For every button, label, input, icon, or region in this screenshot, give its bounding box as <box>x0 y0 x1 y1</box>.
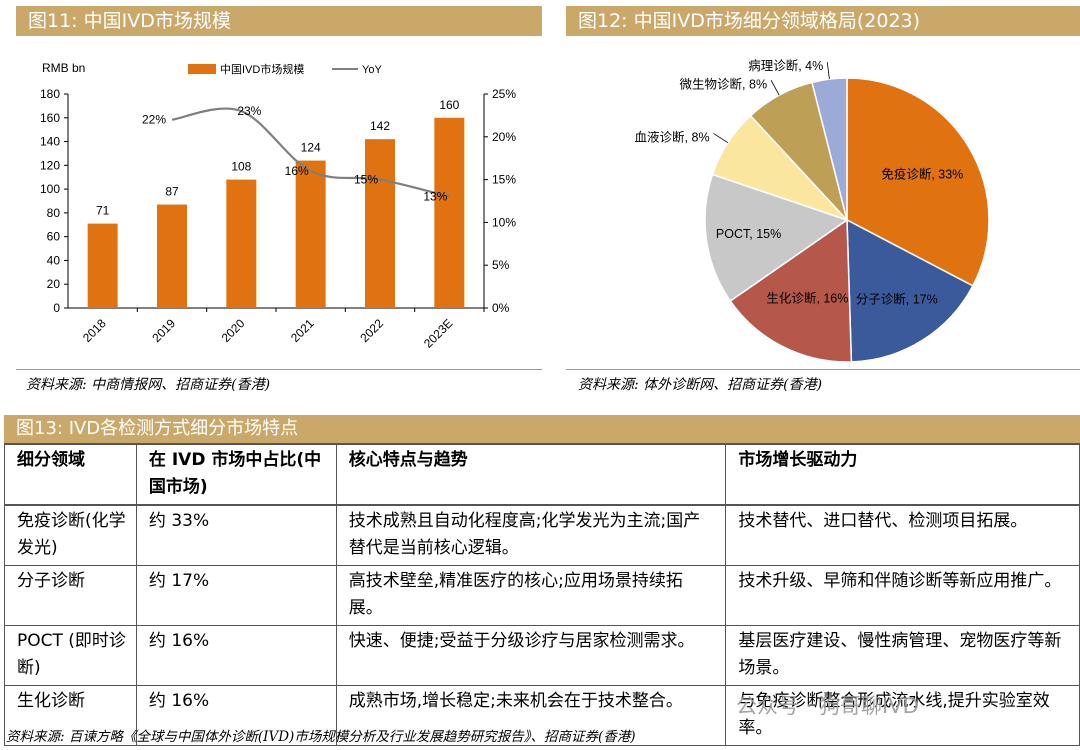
cell-features: 技术成熟且自动化程度高;化学发光为主流;国产替代是当前核心逻辑。 <box>335 504 727 566</box>
yoy-value-label: 15% <box>354 173 378 187</box>
yoy-value-label: 23% <box>237 104 261 118</box>
fig13-source: 资料来源: 百谏方略《全球与中国体外诊断(IVD)市场规模分析及行业发展趋势研究… <box>6 729 636 745</box>
y2-tick-label: 15% <box>492 173 516 187</box>
x-tick-label: 2019 <box>149 316 178 345</box>
yoy-value-label: 22% <box>142 113 166 127</box>
header-segment: 细分领域 <box>4 443 137 506</box>
cell-share: 约 33% <box>135 504 337 566</box>
pie-slice-label: 免疫诊断, 33% <box>881 166 963 181</box>
bar-value-label: 87 <box>165 185 179 199</box>
x-tick-label: 2021 <box>288 316 317 345</box>
segment-characteristics-table: 细分领域 在 IVD 市场中占比(中国市场) 核心特点与趋势 市场增长驱动力 免… <box>4 443 1080 746</box>
cell-features: 快速、便捷;受益于分级诊疗与居家检测需求。 <box>335 625 727 686</box>
watermark-text: 公众号 · 狗哥聊IVD <box>736 694 919 718</box>
y2-tick-label: 25% <box>492 87 516 101</box>
y-tick-label: 160 <box>40 111 60 125</box>
cell-drivers: 基层医疗建设、慢性病管理、宠物医疗等新场景。 <box>725 625 1080 686</box>
bar <box>365 139 395 308</box>
y-tick-label: 120 <box>40 158 60 172</box>
pie-leader-line <box>713 133 729 144</box>
fig11-title: 图11: 中国IVD市场规模 <box>16 6 542 36</box>
cell-drivers: 技术升级、早筛和伴随诊断等新应用推广。 <box>725 565 1080 626</box>
bar <box>434 117 465 309</box>
cell-segment: POCT (即时诊断) <box>4 625 137 686</box>
bar-value-label: 160 <box>439 98 459 112</box>
y2-tick-label: 0% <box>492 301 510 315</box>
bar <box>87 223 118 308</box>
x-tick-label: 2022 <box>357 316 386 345</box>
cell-share: 约 16% <box>135 685 337 746</box>
cell-segment: 分子诊断 <box>4 565 137 626</box>
table-header-row: 细分领域 在 IVD 市场中占比(中国市场) 核心特点与趋势 市场增长驱动力 <box>4 443 1080 506</box>
cell-drivers: 与免疫诊断整合形成流水线,提升实验室效率。 <box>725 685 1080 746</box>
pie-leader-line <box>770 80 780 96</box>
cell-segment: 免疫诊断(化学发光) <box>4 504 137 566</box>
cell-drivers: 技术替代、进口替代、检测项目拓展。 <box>725 504 1080 566</box>
fig13-title: 图13: IVD各检测方式细分市场特点 <box>4 415 1080 443</box>
y-tick-label: 0 <box>53 301 60 315</box>
table-row: 分子诊断 约 17% 高技术壁垒,精准医疗的核心;应用场景持续拓展。 技术升级、… <box>4 565 1080 626</box>
pie-chart-svg: 免疫诊断, 33% 分子诊断, 17% 生化诊断, 16% POCT, 15% 血液诊断… <box>635 58 990 363</box>
table-row: POCT (即时诊断) 约 16% 快速、便捷;受益于分级诊疗与居家检测需求。 … <box>4 625 1080 686</box>
ivd-market-size-chart: RMB bn 中国IVD市场规模 YoY 0 20 40 60 80 100 120 140 160 1… <box>16 36 542 370</box>
legend-bar-label: 中国IVD市场规模 <box>220 62 304 76</box>
legend-bar-swatch <box>188 64 216 74</box>
bar-value-label: 124 <box>301 141 321 155</box>
y2-tick-label: 20% <box>492 130 516 144</box>
yoy-value-label: 13% <box>423 190 447 204</box>
y-tick-label: 20 <box>47 277 61 291</box>
table-row: 免疫诊断(化学发光) 约 33% 技术成熟且自动化程度高;化学发光为主流;国产替… <box>4 504 1080 566</box>
cell-features: 成熟市场,增长稳定;未来机会在于技术整合。 <box>335 685 727 746</box>
pie-slice-label: 分子诊断, 17% <box>856 291 938 306</box>
bar <box>226 179 257 308</box>
bar <box>295 160 326 308</box>
table-row: 生化诊断 约 16% 成熟市场,增长稳定;未来机会在于技术整合。 与免疫诊断整合… <box>4 685 1080 746</box>
y-tick-label: 100 <box>40 182 60 196</box>
bar-line-chart-svg: RMB bn 中国IVD市场规模 YoY 0 20 40 60 80 100 120 140 160 1… <box>40 61 516 351</box>
pie-slice <box>846 77 990 287</box>
y2-tick-label: 5% <box>492 258 510 272</box>
pie-slice-label: 微生物诊断, 8% <box>680 76 768 91</box>
y-tick-label: 60 <box>47 230 61 244</box>
y-axis-unit-label: RMB bn <box>42 61 85 75</box>
pie-slice-label: 生化诊断, 16% <box>766 291 848 306</box>
bar-value-label: 71 <box>96 204 110 218</box>
pie-slice-label: POCT, 15% <box>716 227 781 241</box>
cell-share: 约 16% <box>135 625 337 686</box>
pie-slice-label: 血液诊断, 8% <box>635 129 710 144</box>
fig11-source: 资料来源: 中商情报网、招商证券(香港) <box>26 377 271 393</box>
y2-tick-label: 10% <box>492 215 516 229</box>
y-tick-label: 40 <box>47 253 61 267</box>
cell-segment: 生化诊断 <box>4 685 137 746</box>
fig12-title: 图12: 中国IVD市场细分领域格局(2023) <box>566 6 1080 36</box>
pie-slice <box>704 173 849 302</box>
header-features: 核心特点与趋势 <box>335 443 727 506</box>
y-tick-label: 80 <box>47 206 61 220</box>
x-tick-label: 2023E <box>421 316 455 350</box>
header-share: 在 IVD 市场中占比(中国市场) <box>135 443 337 506</box>
x-tick-label: 2020 <box>219 316 248 345</box>
header-drivers: 市场增长驱动力 <box>725 443 1080 506</box>
bar-value-label: 142 <box>370 119 390 133</box>
pie-leader-line <box>826 62 830 80</box>
pie-slice <box>846 218 974 363</box>
ivd-segment-pie-chart: 免疫诊断, 33% 分子诊断, 17% 生化诊断, 16% POCT, 15% 血液诊断… <box>566 36 1080 370</box>
y-tick-label: 140 <box>40 135 60 149</box>
legend-line-label: YoY <box>362 64 382 76</box>
fig12-source: 资料来源: 体外诊断网、招商证券(香港) <box>578 377 823 393</box>
bar <box>157 204 187 308</box>
x-tick-label: 2018 <box>80 316 109 345</box>
cell-share: 约 17% <box>135 565 337 626</box>
pie-slice-label: 病理诊断, 4% <box>748 58 823 73</box>
y-tick-label: 180 <box>40 87 60 101</box>
cell-features: 高技术壁垒,精准医疗的核心;应用场景持续拓展。 <box>335 565 727 626</box>
yoy-line <box>171 107 450 198</box>
bar-value-label: 108 <box>231 160 251 174</box>
yoy-value-label: 16% <box>285 164 309 178</box>
pie-slice <box>729 218 853 363</box>
